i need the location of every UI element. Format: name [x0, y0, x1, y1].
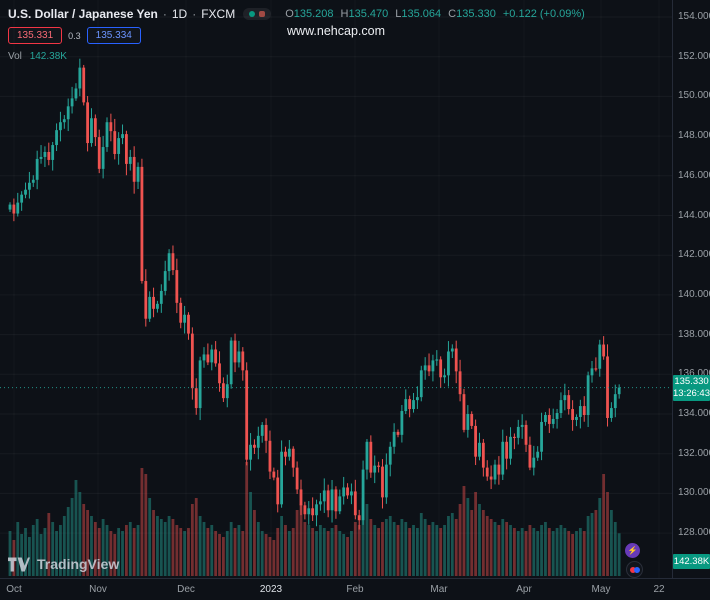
price-axis[interactable]: 154.000 152.000 150.000 148.000 146.000 144.0…: [672, 0, 710, 578]
price-axis-label: 138.000: [678, 328, 710, 340]
low-label: L: [395, 8, 402, 20]
bar-countdown: 13:26:43: [673, 387, 710, 399]
price-axis-label: 136.000: [678, 368, 710, 380]
price-axis-label: 144.000: [678, 209, 710, 221]
lightning-icon: ⚡: [627, 546, 638, 555]
price-axis-label: 128.000: [678, 527, 710, 539]
time-axis-label: May: [591, 584, 611, 595]
status-pill[interactable]: [243, 8, 272, 20]
interval-label[interactable]: 1D: [171, 7, 188, 21]
symbol-row: U.S. Dollar / Japanese Yen · 1D · FXCM O…: [8, 6, 585, 22]
price-axis-label: 134.000: [678, 408, 710, 419]
time-axis-label: 2023: [259, 584, 283, 595]
last-price-value: 135.330: [674, 375, 709, 387]
time-axis-label: Mar: [430, 584, 448, 595]
data-feed-icon: [259, 11, 266, 17]
low-value: 135.064: [401, 8, 442, 20]
volume-row: Vol 142.38K: [8, 51, 585, 62]
ohlc-readout: O135.208 H135.470 L135.064 C135.330 +0.1…: [285, 8, 585, 20]
candlestick-chart[interactable]: [0, 0, 672, 578]
lightning-button[interactable]: ⚡: [625, 543, 640, 558]
sell-button[interactable]: 135.331: [8, 27, 63, 44]
time-axis-label: Dec: [177, 584, 195, 595]
price-axis-label: 130.000: [678, 487, 710, 499]
symbol-title[interactable]: U.S. Dollar / Japanese Yen: [8, 7, 158, 21]
time-axis[interactable]: Oct Nov Dec 2023 Feb Mar Apr May 22: [0, 578, 710, 600]
high-label: H: [340, 8, 349, 20]
watermark-text: www.nehcap.com: [287, 24, 385, 38]
separator: ·: [162, 7, 167, 21]
market-open-icon: [249, 11, 256, 17]
time-axis-label: 22: [653, 584, 665, 595]
change-value: +0.122 (+0.09%): [502, 8, 585, 20]
price-axis-label: 148.000: [678, 130, 710, 142]
close-value: 135.330: [456, 8, 496, 20]
volume-value: 142.38K: [29, 51, 67, 62]
time-axis-label: Apr: [516, 584, 532, 595]
chart-legend: U.S. Dollar / Japanese Yen · 1D · FXCM O…: [8, 6, 585, 62]
close-label: C: [448, 8, 457, 20]
time-axis-label: Feb: [346, 584, 364, 595]
exchange-label[interactable]: FXCM: [201, 7, 236, 21]
price-axis-label: 146.000: [678, 169, 710, 181]
price-axis-label: 154.000: [678, 11, 710, 22]
separator: ·: [192, 7, 197, 21]
time-axis-label: Oct: [6, 584, 22, 595]
price-axis-label: 150.000: [678, 90, 710, 102]
tradingview-logo-text: TradingView: [37, 556, 120, 572]
high-value: 135.470: [348, 8, 389, 20]
open-value: 135.208: [293, 8, 334, 20]
broker-blue-icon: [633, 566, 640, 573]
price-axis-label: 140.000: [678, 288, 710, 300]
spread-value: 0.3: [68, 30, 81, 41]
last-price-badge[interactable]: 135.330 13:26:43: [673, 374, 710, 401]
time-axis-label: Nov: [89, 584, 107, 595]
broker-red-icon: [629, 566, 636, 573]
bid-ask-row: 135.331 0.3 135.334: [8, 27, 585, 44]
price-axis-label: 142.000: [678, 249, 710, 261]
volume-label: Vol: [8, 51, 22, 62]
price-axis-label: 132.000: [678, 447, 710, 459]
volume-axis-badge: 142.38K: [673, 554, 710, 569]
buy-button[interactable]: 135.334: [86, 27, 141, 44]
price-axis-label: 152.000: [678, 50, 710, 62]
tradingview-logo-icon: [8, 557, 30, 571]
tradingview-logo[interactable]: TradingView: [8, 556, 119, 572]
broker-button[interactable]: [626, 561, 643, 578]
open-label: O: [285, 8, 294, 20]
